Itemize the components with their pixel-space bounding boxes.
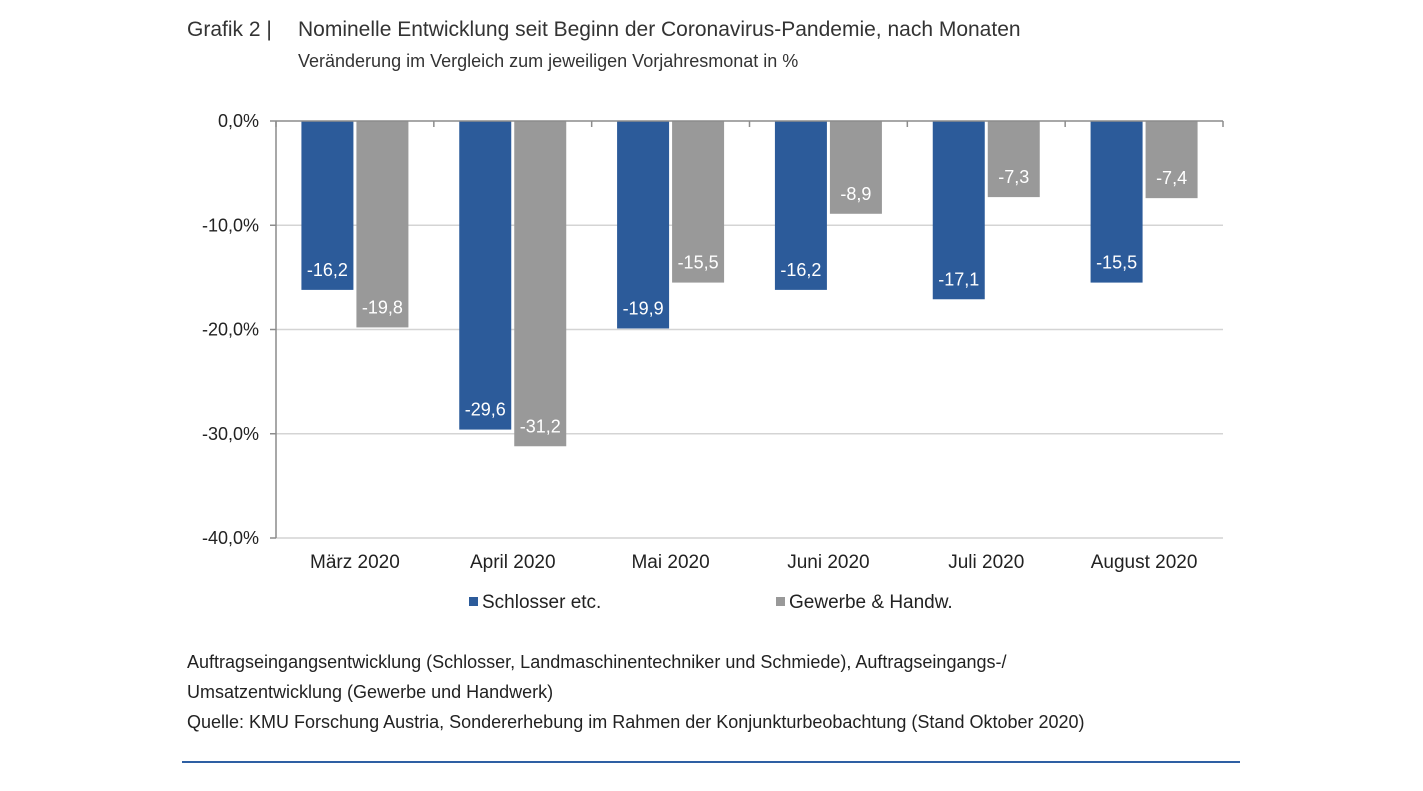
- x-tick-label: Mai 2020: [631, 552, 709, 573]
- data-label: -8,9: [840, 184, 871, 204]
- footnote-line-1: Auftragseingangsentwicklung (Schlosser, …: [187, 652, 1007, 672]
- bar: [356, 121, 409, 328]
- data-label: -19,9: [623, 298, 664, 318]
- bar: [987, 121, 1040, 198]
- bar: [932, 121, 985, 300]
- y-tick-label: 0,0%: [218, 111, 259, 131]
- y-tick-label: -20,0%: [202, 320, 259, 340]
- chart-subtitle: Veränderung im Vergleich zum jeweiligen …: [298, 51, 799, 71]
- data-label: -16,2: [307, 260, 348, 280]
- data-label: -29,6: [465, 400, 506, 420]
- x-tick-label: Juli 2020: [948, 552, 1024, 573]
- bar: [301, 121, 354, 290]
- figure-number: Grafik 2 |: [187, 18, 272, 41]
- data-label: -17,1: [938, 269, 979, 289]
- x-tick-label: März 2020: [310, 552, 400, 573]
- data-label: -31,2: [520, 416, 561, 436]
- chart-title: Nominelle Entwicklung seit Beginn der Co…: [298, 18, 1021, 41]
- legend-label: Schlosser etc.: [482, 592, 601, 613]
- bar: [1090, 121, 1143, 283]
- bottom-rule: [182, 761, 1240, 763]
- bar: [1145, 121, 1198, 199]
- x-tick-label: Juni 2020: [787, 552, 869, 573]
- bar-chart: 0,0% -10,0% -20,0% -30,0% -40,0% -16,2 -29,6 -1…: [202, 111, 1224, 613]
- bar: [459, 121, 512, 430]
- bar: [617, 121, 670, 329]
- bar: [774, 121, 827, 290]
- legend-swatch: [776, 597, 785, 606]
- bar: [829, 121, 882, 214]
- data-label: -19,8: [362, 297, 403, 317]
- y-tick-label: -40,0%: [202, 528, 259, 548]
- source-note: Quelle: KMU Forschung Austria, Sondererh…: [187, 712, 1085, 732]
- footnote-line-2: Umsatzentwicklung (Gewerbe und Handwerk): [187, 682, 554, 702]
- data-label: -15,5: [1096, 253, 1137, 273]
- data-label: -7,3: [998, 167, 1029, 187]
- x-tick-label: August 2020: [1091, 552, 1198, 573]
- y-tick-label: -30,0%: [202, 424, 259, 444]
- bar: [514, 121, 567, 447]
- legend-label: Gewerbe & Handw.: [789, 592, 953, 613]
- x-tick-label: April 2020: [470, 552, 556, 573]
- data-label: -16,2: [780, 260, 821, 280]
- data-label: -15,5: [678, 253, 719, 273]
- legend-swatch: [469, 597, 478, 606]
- data-label: -7,4: [1156, 168, 1187, 188]
- bar: [672, 121, 725, 283]
- y-tick-label: -10,0%: [202, 215, 259, 235]
